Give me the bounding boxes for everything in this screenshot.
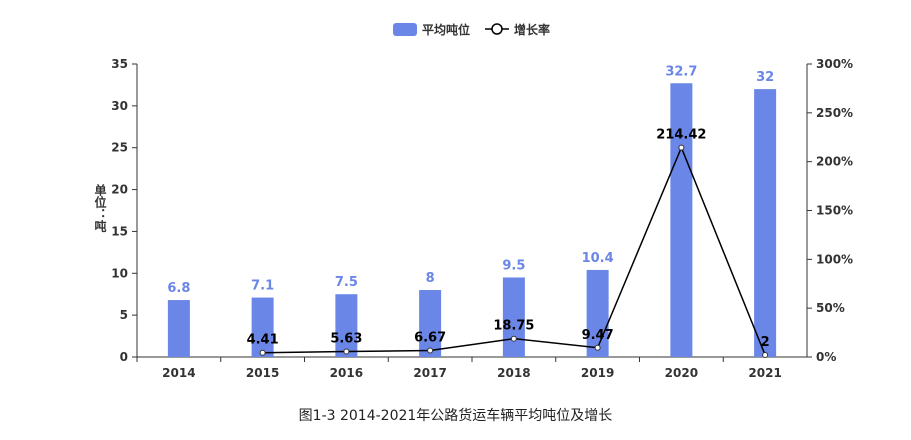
growth-point <box>427 347 434 354</box>
bar <box>754 89 777 357</box>
bar-label: 32.7 <box>665 64 697 79</box>
x-tick-label: 2015 <box>246 366 279 380</box>
bar-label: 6.8 <box>167 281 190 296</box>
x-tick-label: 2016 <box>330 366 363 380</box>
y2-tick-label: 250% <box>816 106 853 120</box>
bar-label: 8 <box>426 271 435 286</box>
x-tick-label: 2017 <box>413 366 446 380</box>
legend-line-label: 增长率 <box>514 22 550 37</box>
x-tick-label: 2021 <box>748 366 781 380</box>
y2-tick-label: 50% <box>816 301 845 315</box>
y2-tick-label: 300% <box>816 57 853 71</box>
growth-label: 214.42 <box>656 128 706 143</box>
growth-label: 5.63 <box>330 332 362 347</box>
y-tick-label: 25 <box>111 141 128 155</box>
growth-point <box>678 144 685 151</box>
growth-point <box>510 335 517 342</box>
y-tick-label: 30 <box>111 99 128 113</box>
growth-point <box>259 349 266 356</box>
y-tick-label: 35 <box>111 57 128 71</box>
x-tick-label: 2019 <box>581 366 614 380</box>
growth-label: 6.67 <box>414 330 446 345</box>
y-tick-label: 0 <box>120 350 128 364</box>
bar-label: 7.1 <box>251 279 274 294</box>
bar <box>670 83 693 358</box>
x-tick-label: 2020 <box>665 366 698 380</box>
bar-label: 9.5 <box>502 258 525 273</box>
bar <box>251 297 274 357</box>
growth-label: 2 <box>761 335 770 350</box>
bar <box>167 300 190 357</box>
growth-label: 9.47 <box>582 328 614 343</box>
growth-point <box>594 344 601 351</box>
y-tick-label: 15 <box>111 224 128 238</box>
bar <box>419 290 442 357</box>
growth-label: 4.41 <box>247 333 279 348</box>
y2-tick-label: 0% <box>816 350 836 364</box>
bar <box>586 269 609 357</box>
legend-bar-label: 平均吨位 <box>422 22 470 37</box>
legend-line-marker <box>491 23 503 35</box>
legend-bar-swatch <box>393 23 417 36</box>
growth-label: 18.75 <box>493 319 534 334</box>
y-tick-label: 5 <box>120 308 128 322</box>
growth-point <box>762 352 769 359</box>
y2-tick-label: 150% <box>816 204 853 218</box>
bar-label: 32 <box>756 70 774 85</box>
bar-label: 10.4 <box>582 251 614 266</box>
y-tick-label: 20 <box>111 183 128 197</box>
chart-caption: 图1-3 2014-2021年公路货运车辆平均吨位及增长 <box>298 408 613 424</box>
y2-tick-label: 200% <box>816 155 853 169</box>
y2-tick-label: 100% <box>816 252 853 266</box>
growth-point <box>343 348 350 355</box>
bar-label: 7.5 <box>335 275 358 290</box>
y-tick-label: 10 <box>111 266 128 280</box>
y-axis-label: 单位：吨 <box>93 184 107 232</box>
chart-svg: 0 5 10 15 20 25 30 35 0% 50% 100% 150% 200% 250% 300% 2… <box>111 22 853 380</box>
bar <box>335 294 358 357</box>
bar <box>502 277 525 357</box>
x-tick-label: 2014 <box>162 366 195 380</box>
x-tick-label: 2018 <box>497 366 530 380</box>
